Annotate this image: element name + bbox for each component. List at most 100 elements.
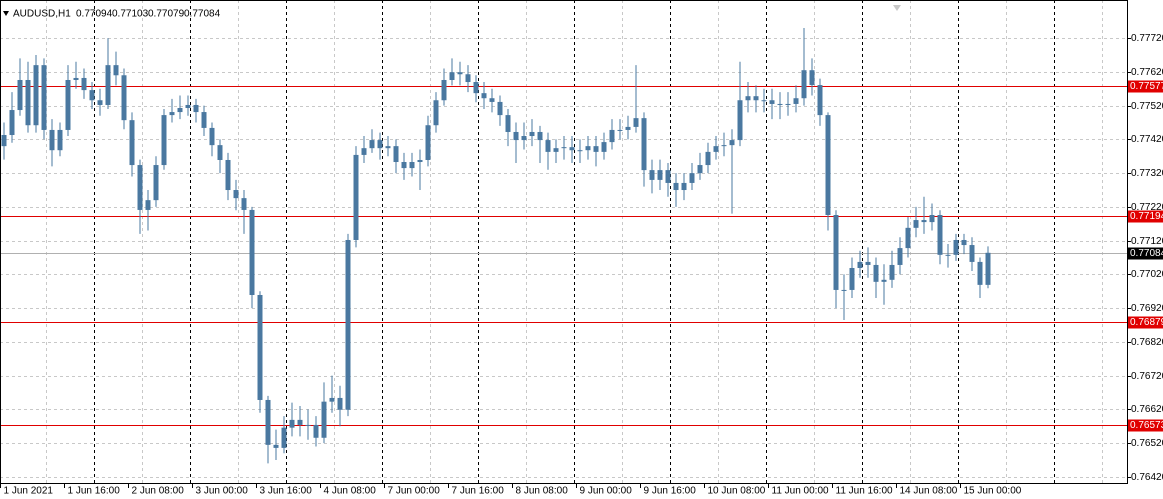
candle-body [873,264,879,282]
candle-body [129,120,135,166]
shift-marker [893,5,901,11]
candle-body [569,147,575,151]
candles [1,28,991,464]
candle-body [265,399,271,445]
candle-body [921,220,927,223]
candle-body [105,65,111,105]
candle-body [401,162,407,169]
candle-body [817,85,823,116]
candle-body [929,215,935,223]
x-tick-label: 1 Jun 2021 [4,486,54,497]
candle-body [289,419,295,428]
candle-body [425,125,431,160]
x-tick-label: 7 Jun 16:00 [452,486,505,497]
candle-body [969,245,975,262]
menu-arrow [3,11,9,16]
candle-body [761,100,767,102]
candle-body [521,136,527,141]
candle-body [593,146,599,152]
symbol: AUDUSD,H1 [13,9,71,20]
candle-body [769,100,775,104]
x-tick-label: 10 Jun 08:00 [708,486,766,497]
candle-body [321,401,327,438]
candle-body [25,79,31,126]
candle-body [809,70,815,86]
x-tick-label: 11 Jun 16:00 [836,486,894,497]
candle-body [353,154,359,240]
candle-body [441,79,447,101]
level-label: 0.77194 [1130,211,1163,222]
level-box [1128,419,1163,432]
candle-body [841,289,847,291]
candle-body [681,182,687,191]
candle-body [857,261,863,268]
x-tick-label: 1 Jun 16:00 [68,486,121,497]
candle-body [361,148,367,155]
candle-body [65,79,71,130]
candle-body [713,146,719,152]
candle-body [585,146,591,151]
x-tick-label: 9 Jun 16:00 [644,486,697,497]
candle-body [97,100,103,105]
level-box [1128,210,1163,223]
current-price-box [1128,247,1163,260]
candle-body [57,129,63,151]
candle-body [417,159,423,163]
candle-body [665,170,671,183]
x-tick-label: 4 Jun 08:00 [324,486,377,497]
candle-body [377,140,383,149]
candle-body [489,98,495,102]
candle-body [953,239,959,255]
candle-body [633,118,639,127]
candle-body [9,110,15,136]
candle-body [193,104,199,113]
candle-body [729,140,735,146]
level-box [1128,316,1163,329]
candle-body [73,77,79,80]
candle-body [313,424,319,438]
candle-body [345,239,351,410]
level-label: 0.77577 [1130,81,1163,92]
quote-low: 0.77079 [148,9,185,20]
candle-body [161,115,167,166]
candle-body [297,419,303,425]
candle-body [881,279,887,282]
x-tick-label: 11 Jun 00:00 [772,486,830,497]
candle-body [153,165,159,201]
candle-body [145,200,151,210]
candle-body [641,118,647,171]
header: AUDUSD,H1 0.77094 0.77103 0.77079 0.7708… [13,9,221,20]
candle-body [961,239,967,246]
candle-body [49,129,55,151]
x-tick-label: 2 Jun 08:00 [132,486,185,497]
candle-body [513,131,519,141]
candle-body [825,115,831,216]
candle-body [385,146,391,149]
candle-body [777,103,783,105]
x-tick-label: 15 Jun 00:00 [964,486,1022,497]
candle-body [945,254,951,256]
candle-body [985,252,991,285]
candle-body [273,444,279,448]
candle-body [177,108,183,113]
x-tick-label: 8 Jun 08:00 [516,486,569,497]
candle-body [625,126,631,130]
candle-body [209,127,215,146]
x-tick-label: 3 Jun 16:00 [260,486,313,497]
candle-body [433,100,439,126]
candle-body [185,104,191,109]
candle-body [241,198,247,210]
candle-body [545,140,551,152]
candle-body [369,140,375,149]
candle-body [481,93,487,99]
